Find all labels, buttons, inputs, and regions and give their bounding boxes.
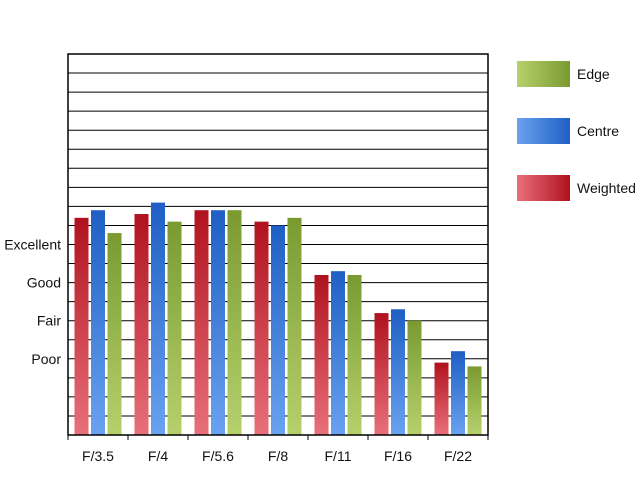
y-tick-label: Poor xyxy=(31,351,61,367)
y-axis-labels: Poor Fair Good Excellent xyxy=(4,237,61,367)
bar-weighted xyxy=(434,362,449,435)
bar-weighted xyxy=(74,217,89,435)
legend-swatch-centre xyxy=(517,118,570,144)
bar-centre xyxy=(91,210,105,435)
x-tick-label: F/11 xyxy=(325,448,352,464)
x-tick-label: F/22 xyxy=(444,448,472,464)
legend-label-weighted: Weighted xyxy=(577,180,636,196)
legend-swatch-edge xyxy=(517,61,570,87)
bar-centre xyxy=(451,351,465,435)
bar-weighted xyxy=(254,221,269,435)
bar-weighted xyxy=(134,214,149,435)
bar-edge xyxy=(227,210,242,435)
y-tick-label: Fair xyxy=(37,313,61,329)
bars xyxy=(74,202,482,435)
bar-centre xyxy=(331,271,345,435)
legend-label-edge: Edge xyxy=(577,66,610,82)
x-tick-label: F/4 xyxy=(148,448,168,464)
bar-edge xyxy=(167,221,182,435)
bar-weighted xyxy=(314,274,329,435)
bar-weighted xyxy=(194,210,209,435)
bar-centre xyxy=(391,309,405,435)
bar-edge xyxy=(107,233,122,435)
legend-swatch-weighted xyxy=(517,175,570,201)
bar-weighted xyxy=(374,313,389,435)
bar-centre xyxy=(271,225,285,435)
legend: Edge Centre Weighted xyxy=(517,61,636,201)
bar-edge xyxy=(467,366,482,435)
y-tick-label: Excellent xyxy=(4,237,61,253)
x-tick-label: F/3.5 xyxy=(82,448,114,464)
y-tick-label: Good xyxy=(27,275,61,291)
bar-edge xyxy=(407,320,422,435)
x-tick-label: F/16 xyxy=(384,448,412,464)
bar-centre xyxy=(151,202,165,435)
bar-edge xyxy=(347,274,362,435)
legend-label-centre: Centre xyxy=(577,123,619,139)
x-tick-label: F/8 xyxy=(268,448,288,464)
plot-frame xyxy=(67,53,489,436)
bar-centre xyxy=(211,210,225,435)
x-axis-labels: F/3.5 F/4 F/5.6 F/8 F/11 F/16 F/22 xyxy=(67,435,489,464)
bar-edge xyxy=(287,217,302,435)
x-tick-label: F/5.6 xyxy=(202,448,234,464)
